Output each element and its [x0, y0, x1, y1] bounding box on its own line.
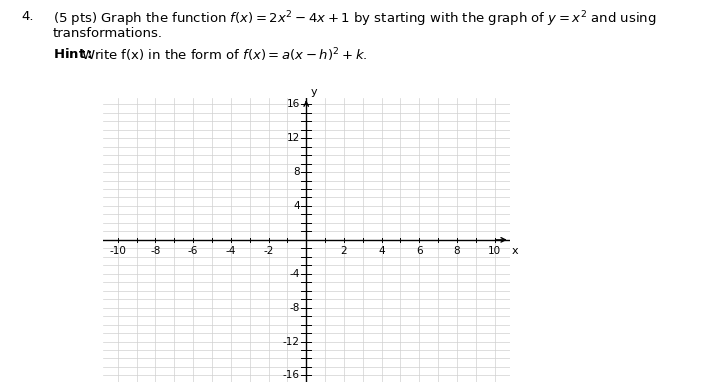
Text: -6: -6	[188, 246, 198, 256]
Text: -4: -4	[226, 246, 236, 256]
Text: 10: 10	[488, 246, 501, 256]
Text: y: y	[311, 87, 318, 97]
Text: -8: -8	[150, 246, 161, 256]
Text: (5 pts) Graph the function $f(x) = 2x^2 - 4x + 1$ by starting with the graph of : (5 pts) Graph the function $f(x) = 2x^2 …	[53, 10, 656, 29]
Text: -12: -12	[282, 337, 299, 347]
Text: 2: 2	[341, 246, 347, 256]
Text: -4: -4	[290, 269, 299, 279]
Text: 4.: 4.	[21, 10, 34, 23]
Text: -10: -10	[109, 246, 126, 256]
Text: $\mathbf{Hint:}$: $\mathbf{Hint:}$	[53, 47, 93, 61]
Text: 6: 6	[416, 246, 423, 256]
Text: 16: 16	[286, 99, 299, 109]
Text: x: x	[512, 246, 518, 256]
Text: 12: 12	[286, 133, 299, 143]
Text: 8: 8	[454, 246, 460, 256]
Text: transformations.: transformations.	[53, 27, 163, 40]
Text: -16: -16	[282, 370, 299, 380]
Text: -8: -8	[290, 303, 299, 313]
Text: 4: 4	[293, 201, 299, 211]
Text: Write f(x) in the form of $f(x) = a(x - h)^2 + k$.: Write f(x) in the form of $f(x) = a(x - …	[81, 47, 368, 64]
Text: 8: 8	[293, 167, 299, 177]
Text: 4: 4	[378, 246, 385, 256]
Text: -2: -2	[263, 246, 274, 256]
